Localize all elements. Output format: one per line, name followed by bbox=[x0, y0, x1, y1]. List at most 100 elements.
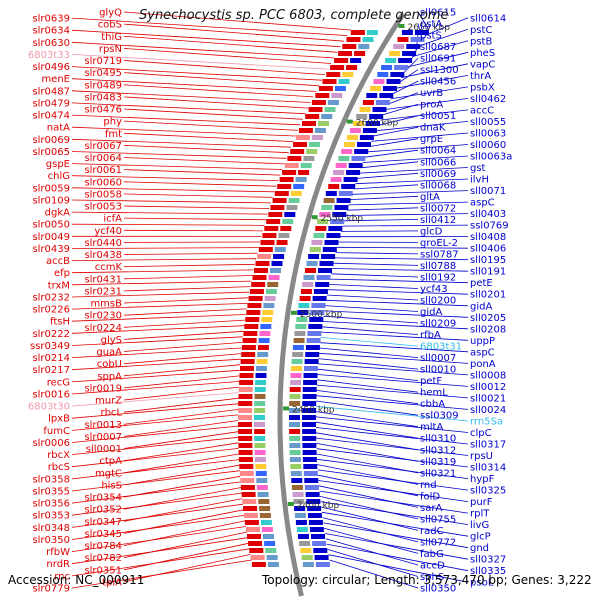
label-connector bbox=[71, 381, 240, 395]
category-block bbox=[309, 142, 320, 147]
category-block bbox=[401, 30, 413, 35]
category-block bbox=[295, 324, 307, 329]
category-block bbox=[298, 534, 309, 539]
label-connector bbox=[123, 319, 245, 328]
label-connector bbox=[71, 492, 242, 516]
ruler-tick bbox=[346, 119, 353, 124]
reverse-strand-feature bbox=[249, 548, 264, 553]
label-connector bbox=[329, 559, 419, 589]
category-block bbox=[321, 205, 333, 210]
gene-label: rbcS bbox=[48, 462, 70, 473]
category-block bbox=[335, 163, 347, 168]
category-block bbox=[293, 338, 305, 343]
gene-label: phy bbox=[103, 117, 122, 128]
category-block bbox=[256, 359, 268, 364]
label-connector bbox=[71, 526, 246, 552]
reverse-strand-feature bbox=[243, 506, 258, 511]
reverse-strand-feature bbox=[254, 268, 268, 273]
gene-label: slr0352 bbox=[84, 505, 122, 516]
gene-label: ssl0769 bbox=[470, 221, 509, 232]
label-connector bbox=[71, 481, 241, 504]
gene-label: aspC bbox=[470, 347, 495, 358]
forward-strand-feature bbox=[311, 534, 325, 539]
label-connector bbox=[71, 303, 248, 310]
label-connector bbox=[378, 115, 419, 126]
category-block bbox=[255, 373, 267, 378]
label-connector bbox=[71, 291, 250, 298]
reverse-strand-feature bbox=[240, 478, 255, 483]
ruler-tick bbox=[283, 406, 290, 411]
label-connector bbox=[348, 201, 469, 206]
forward-strand-feature bbox=[306, 338, 321, 343]
label-connector bbox=[329, 278, 469, 284]
left-gene-labels: glyQ slr0639 cobS slr0634 thiG slr0630 rpsN 680… bbox=[28, 8, 123, 595]
gene-label: trxM bbox=[48, 280, 70, 291]
forward-strand-feature bbox=[375, 100, 390, 105]
label-connector bbox=[412, 40, 469, 57]
label-connector bbox=[123, 205, 270, 209]
category-block bbox=[291, 478, 303, 483]
gene-label: mmsB bbox=[90, 299, 122, 310]
category-block bbox=[264, 296, 276, 301]
category-block bbox=[271, 261, 283, 266]
gene-label: sll0066 bbox=[420, 157, 456, 168]
forward-strand-feature bbox=[303, 471, 318, 476]
category-block bbox=[308, 254, 320, 259]
reverse-strand-feature bbox=[257, 254, 272, 259]
reverse-strand-feature bbox=[346, 37, 361, 42]
category-block bbox=[321, 114, 333, 119]
label-connector bbox=[71, 29, 341, 48]
reverse-strand-feature bbox=[240, 366, 254, 371]
label-connector bbox=[325, 299, 469, 307]
category-block bbox=[266, 555, 278, 560]
label-connector bbox=[327, 549, 419, 577]
gene-label: recG bbox=[47, 377, 70, 388]
label-connector bbox=[71, 114, 301, 126]
gene-label: grpE bbox=[420, 134, 443, 145]
ruler-tick bbox=[290, 310, 297, 315]
category-block bbox=[317, 219, 329, 224]
gene-label: slr0719 bbox=[84, 56, 122, 67]
label-connector bbox=[71, 54, 328, 70]
label-connector bbox=[123, 286, 251, 292]
gene-label: sll0051 bbox=[420, 111, 456, 122]
gene-label: sll0403 bbox=[470, 209, 506, 220]
label-connector bbox=[71, 325, 245, 334]
reverse-strand-feature bbox=[326, 72, 341, 77]
gene-label: glyS bbox=[101, 335, 122, 346]
gene-label: rfbW bbox=[46, 547, 70, 558]
label-connector bbox=[71, 258, 257, 261]
label-connector bbox=[71, 41, 335, 59]
gene-label: sll0317 bbox=[470, 440, 506, 451]
label-connector bbox=[71, 280, 252, 286]
gene-label: slr0639 bbox=[32, 14, 70, 25]
category-block bbox=[330, 177, 342, 182]
forward-strand-feature bbox=[398, 58, 413, 63]
label-connector bbox=[71, 269, 254, 274]
label-connector bbox=[330, 273, 419, 278]
forward-strand-feature bbox=[362, 128, 377, 133]
forward-strand-feature bbox=[382, 86, 397, 91]
category-block bbox=[254, 443, 266, 448]
gene-label: slr0479 bbox=[32, 98, 70, 109]
category-block bbox=[258, 338, 270, 343]
gene-label: natA bbox=[47, 123, 70, 134]
reverse-strand-feature bbox=[248, 541, 263, 546]
category-block bbox=[254, 450, 266, 455]
gene-label: rbcX bbox=[47, 450, 70, 461]
gene-label: slr0353 bbox=[32, 511, 70, 522]
category-block bbox=[356, 114, 368, 119]
category-block bbox=[289, 415, 300, 420]
category-block bbox=[261, 527, 273, 532]
label-connector bbox=[123, 145, 289, 154]
category-block bbox=[273, 254, 285, 259]
label-connector bbox=[71, 247, 259, 249]
label-connector bbox=[351, 190, 469, 195]
label-connector bbox=[321, 326, 419, 335]
label-connector bbox=[123, 409, 239, 425]
reverse-strand-feature bbox=[241, 345, 256, 350]
gene-label: slr0109 bbox=[32, 196, 70, 207]
forward-strand-feature bbox=[303, 464, 318, 469]
gene-label: gidA bbox=[420, 307, 442, 318]
forward-strand-feature bbox=[341, 184, 356, 189]
